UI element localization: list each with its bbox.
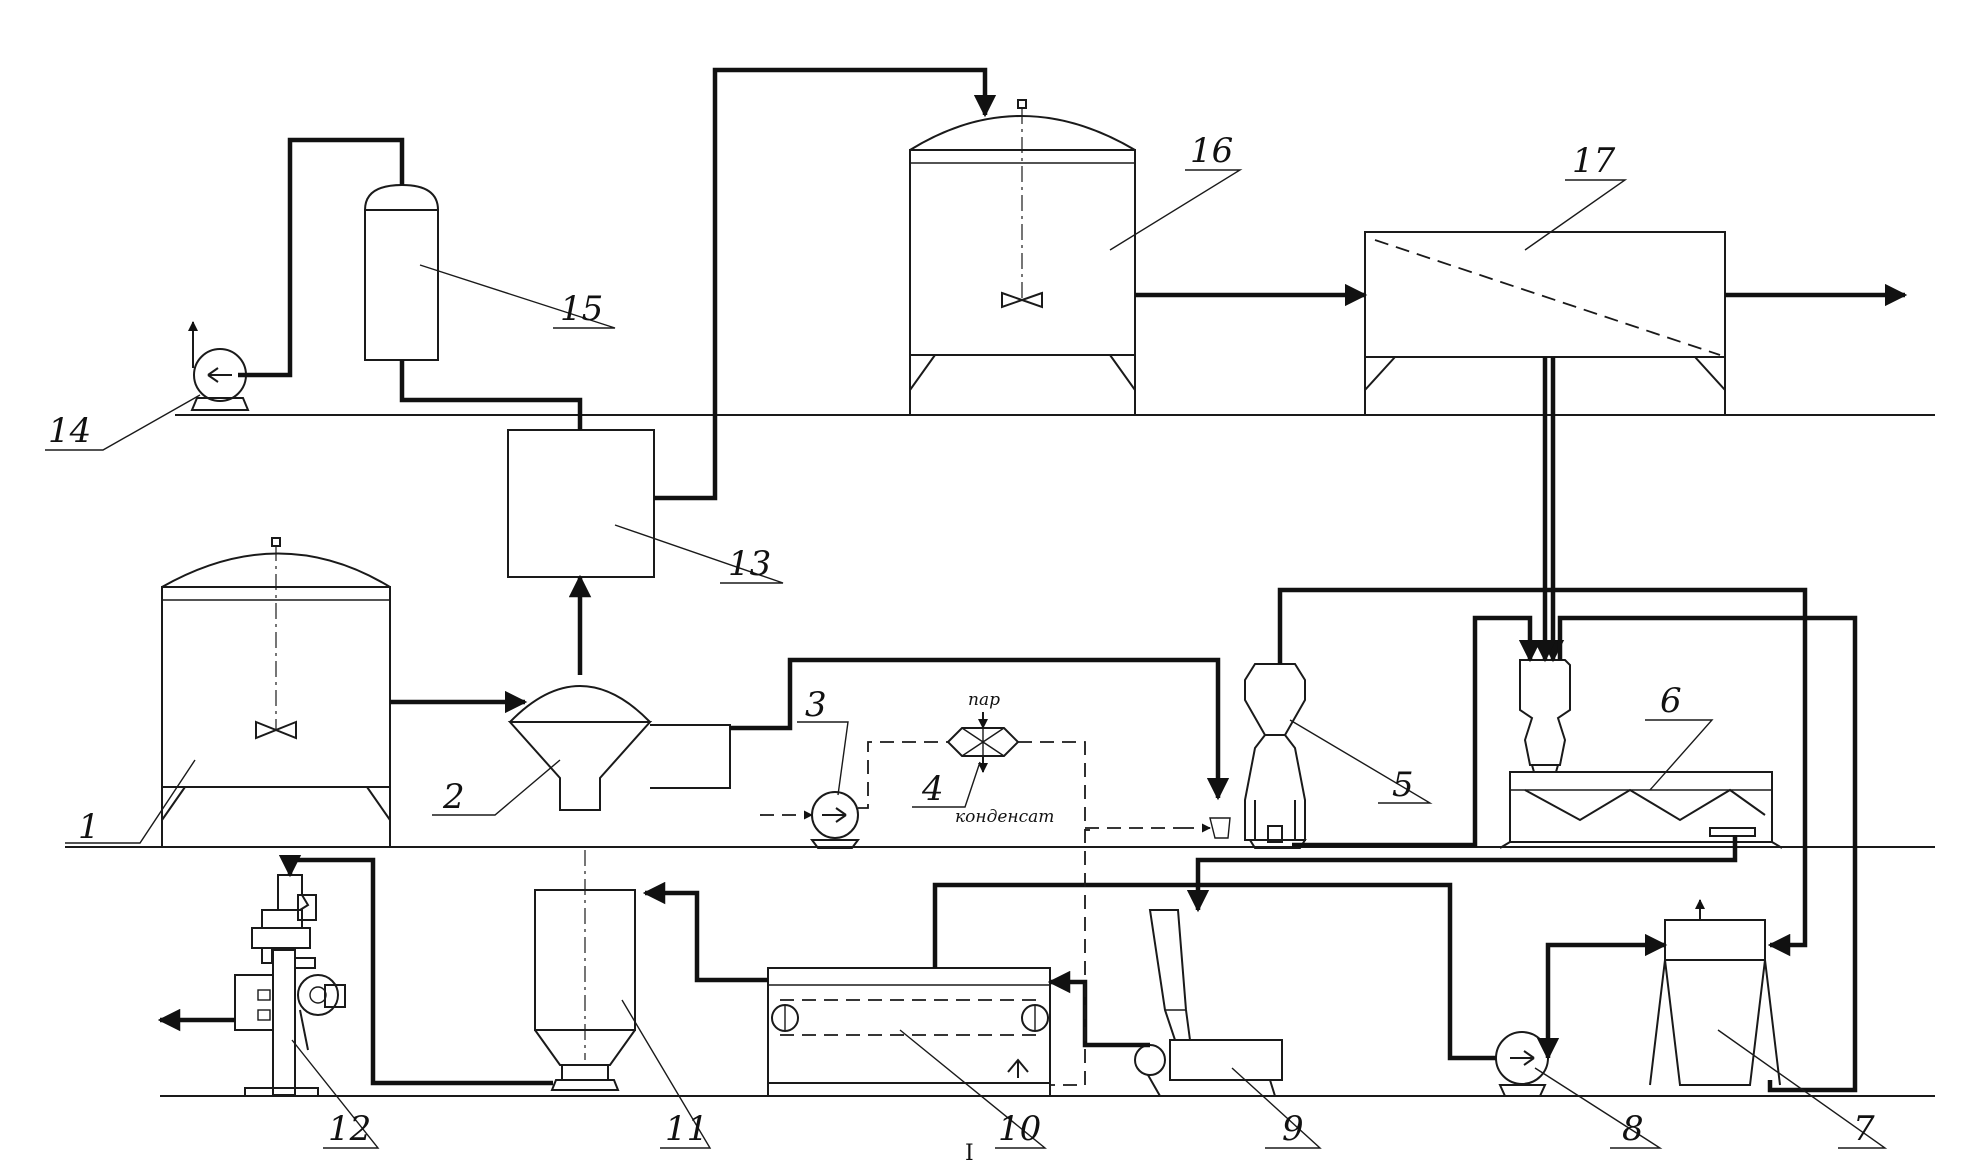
- auxiliary-dashed-lines: [760, 741, 1231, 1086]
- label-4: 4: [921, 769, 944, 809]
- label-6: 6: [1660, 681, 1682, 721]
- equipment-9-mill: [1134, 909, 1283, 1097]
- equipment-4-heater: [946, 712, 1020, 773]
- figure-caption: I: [965, 1141, 974, 1161]
- equipment-1-mixing-tank: [161, 537, 391, 847]
- label-1: 1: [78, 807, 100, 847]
- equipment-11-hopper: [534, 850, 636, 1091]
- equipment-5-column: [1244, 663, 1307, 849]
- equipment-16-mixing-tank: [909, 99, 1136, 415]
- equipment-8-fan: [1495, 1031, 1549, 1097]
- label-5: 5: [1392, 765, 1414, 805]
- equipment-6-screw-conveyor: [1499, 659, 1783, 849]
- label-2: 2: [442, 777, 465, 817]
- label-13: 13: [728, 544, 771, 584]
- label-9: 9: [1282, 1109, 1304, 1149]
- equipment-10-drum-dryer: [767, 967, 1051, 1096]
- equipment-7-cyclone: [1649, 899, 1781, 1086]
- label-leaders: [45, 169, 1888, 1149]
- equipment-15-receiver: [364, 183, 439, 361]
- equipment-14-vacuum-pump: [188, 321, 250, 411]
- label-7: 7: [1853, 1109, 1875, 1149]
- equipment-2-separator: [507, 685, 731, 811]
- label-12: 12: [328, 1109, 371, 1149]
- steam-label: пар: [968, 690, 1000, 710]
- equipment-12-packaging-machine: [234, 874, 346, 1097]
- process-pipes: [157, 67, 1908, 1093]
- floor-lines: [65, 414, 1935, 1097]
- equipment-3-pump: [810, 791, 860, 849]
- label-10: 10: [998, 1109, 1041, 1149]
- label-16: 16: [1190, 131, 1233, 171]
- label-8: 8: [1622, 1109, 1644, 1149]
- label-14: 14: [48, 411, 91, 451]
- annotations: пар конденсат I: [955, 690, 1054, 1161]
- label-17: 17: [1572, 141, 1616, 181]
- condensate-label: конденсат: [955, 807, 1054, 827]
- equipment-13-condenser: [507, 429, 655, 578]
- label-15: 15: [560, 289, 603, 329]
- equipment-labels: 1 2 3 4 5 6 7 8 9 10 11 12 13 14 15 16 1…: [48, 131, 1875, 1149]
- label-3: 3: [805, 685, 827, 725]
- label-11: 11: [665, 1109, 708, 1149]
